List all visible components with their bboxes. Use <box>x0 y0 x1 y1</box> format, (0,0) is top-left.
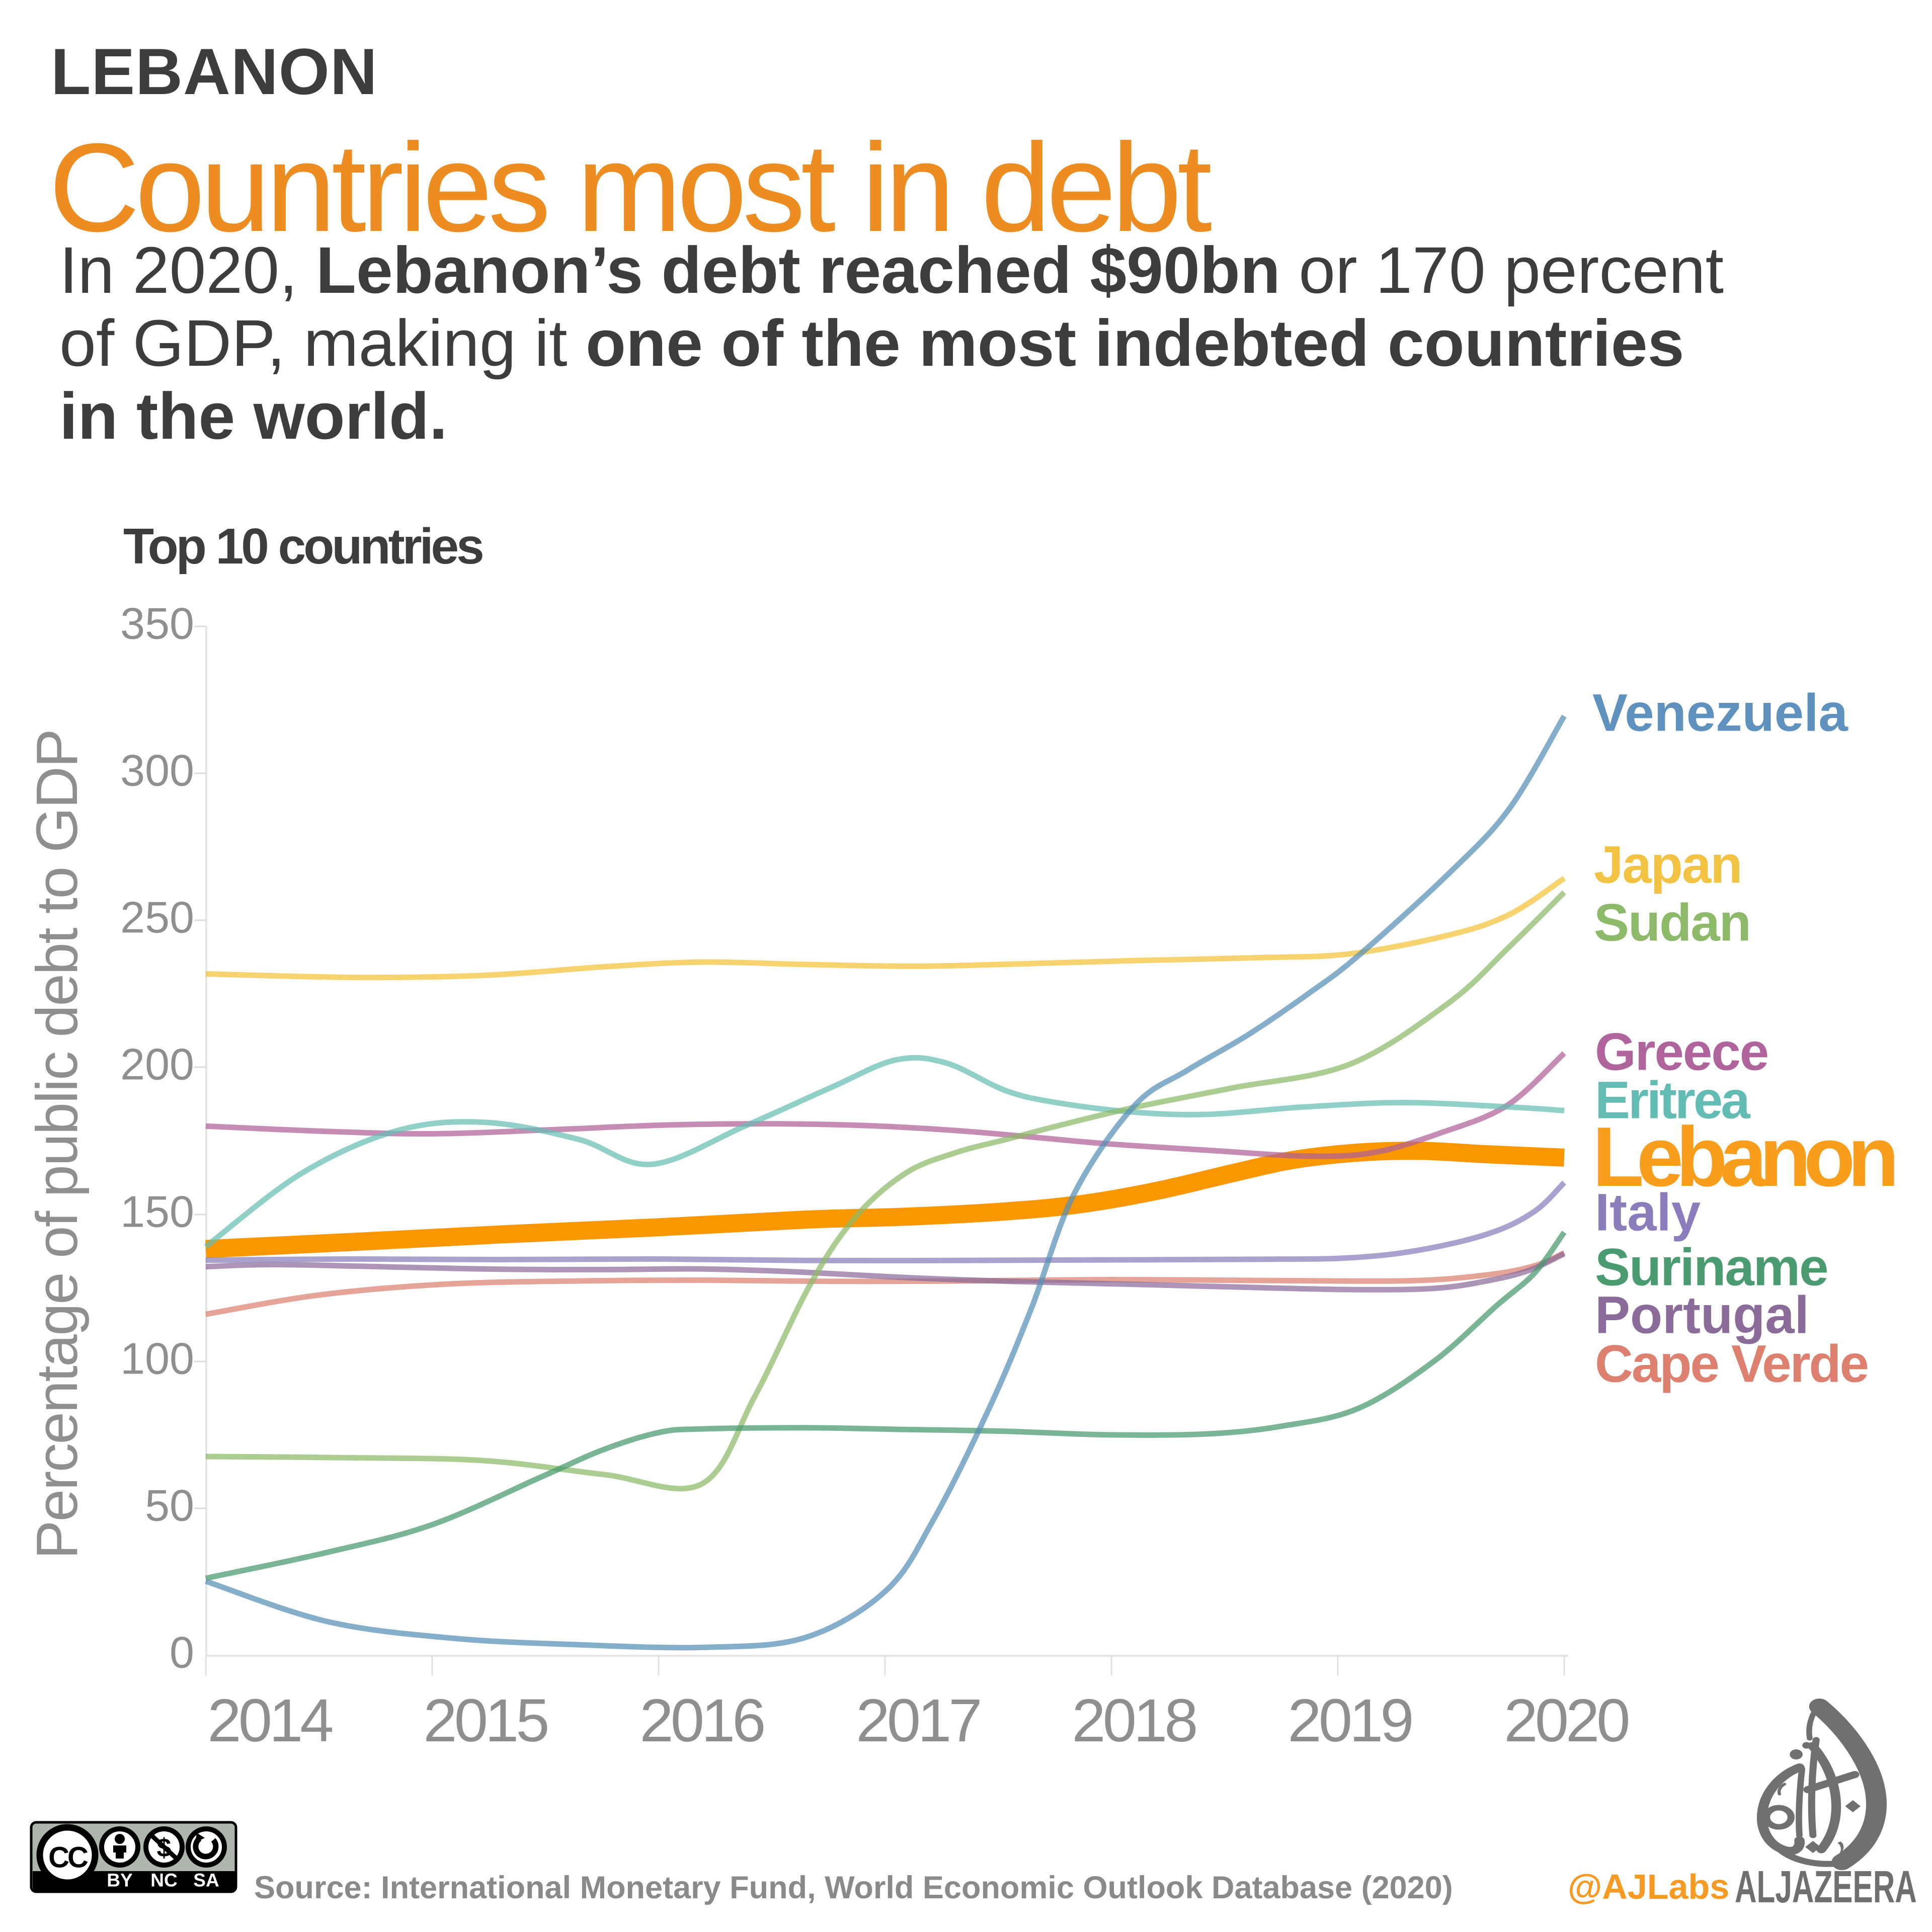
svg-text:Venezuela: Venezuela <box>1592 684 1848 743</box>
svg-text:2020: 2020 <box>1504 1686 1628 1754</box>
svg-text:2016: 2016 <box>639 1686 763 1754</box>
svg-text:350: 350 <box>120 599 194 649</box>
svg-text:300: 300 <box>120 746 194 795</box>
svg-text:2019: 2019 <box>1287 1686 1411 1754</box>
svg-text:Greece: Greece <box>1595 1023 1768 1082</box>
svg-text:Lebanon: Lebanon <box>1592 1109 1894 1204</box>
svg-text:200: 200 <box>120 1039 194 1089</box>
svg-text:Sudan: Sudan <box>1594 894 1750 952</box>
svg-text:2017: 2017 <box>856 1686 980 1754</box>
svg-text:Eritrea: Eritrea <box>1595 1071 1751 1130</box>
svg-text:@AJLabs: @AJLabs <box>1568 1867 1729 1906</box>
svg-text:LEBANON: LEBANON <box>51 35 378 108</box>
svg-text:in the world.: in the world. <box>59 379 447 453</box>
svg-text:Japan: Japan <box>1594 836 1741 895</box>
svg-text:SA: SA <box>193 1870 219 1891</box>
svg-text:of GDP, making it one of the m: of GDP, making it one of the most indebt… <box>59 306 1684 380</box>
svg-text:Italy: Italy <box>1595 1183 1701 1242</box>
svg-text:CC: CC <box>48 1841 88 1874</box>
svg-text:Countries most in debt: Countries most in debt <box>49 117 1212 258</box>
svg-text:250: 250 <box>120 893 194 942</box>
svg-text:150: 150 <box>120 1187 194 1237</box>
svg-text:Top 10 countries: Top 10 countries <box>123 518 482 575</box>
svg-text:BY: BY <box>107 1870 133 1891</box>
svg-text:Percentage of public debt to G: Percentage of public debt to GDP <box>24 730 90 1559</box>
svg-text:2018: 2018 <box>1072 1686 1196 1754</box>
svg-text:100: 100 <box>120 1334 194 1384</box>
svg-text:2015: 2015 <box>423 1686 547 1754</box>
svg-text:Cape Verde: Cape Verde <box>1595 1335 1868 1394</box>
svg-text:Suriname: Suriname <box>1595 1238 1828 1297</box>
svg-text:0: 0 <box>170 1628 194 1677</box>
svg-text:2014: 2014 <box>207 1686 332 1754</box>
svg-text:50: 50 <box>145 1481 194 1531</box>
svg-text:Portugal: Portugal <box>1595 1286 1809 1345</box>
svg-text:In 2020, Lebanon’s debt reache: In 2020, Lebanon’s debt reached $90bn or… <box>59 233 1724 307</box>
svg-text:ALJAZEERA: ALJAZEERA <box>1735 1862 1917 1912</box>
svg-text:Source: International Monetary: Source: International Monetary Fund, Wor… <box>254 1870 1453 1905</box>
svg-text:NC: NC <box>150 1870 177 1891</box>
